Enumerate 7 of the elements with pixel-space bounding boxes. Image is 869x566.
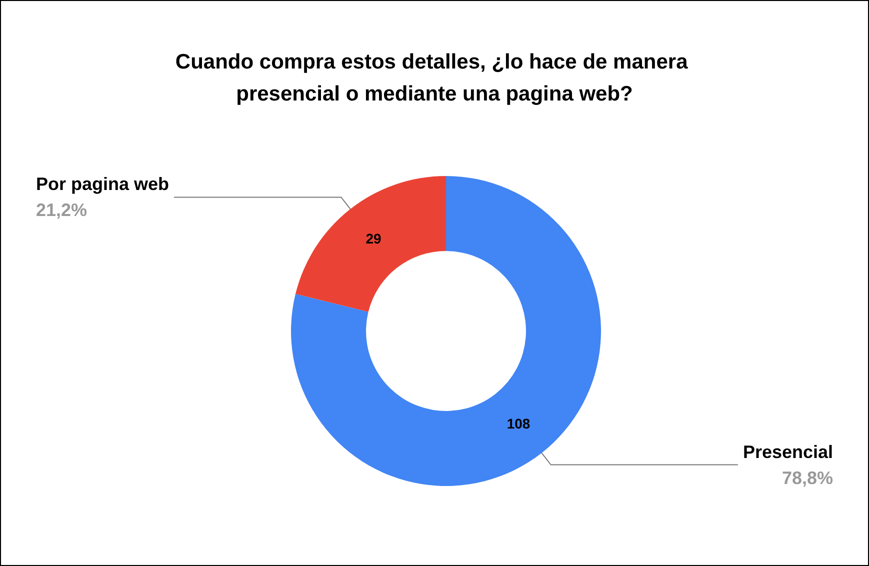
text: 78,8% <box>782 468 833 488</box>
data-label: 29 <box>366 230 382 247</box>
chart-title: Cuando compra estos detalles, ¿lo hace de manera presencial o mediante una pagina web? <box>175 50 694 106</box>
text: 21,2% <box>36 200 88 220</box>
slice-label: Por pagina web <box>36 174 170 194</box>
slice-label: Presencial <box>742 442 833 462</box>
data-label: 108 <box>506 415 530 432</box>
